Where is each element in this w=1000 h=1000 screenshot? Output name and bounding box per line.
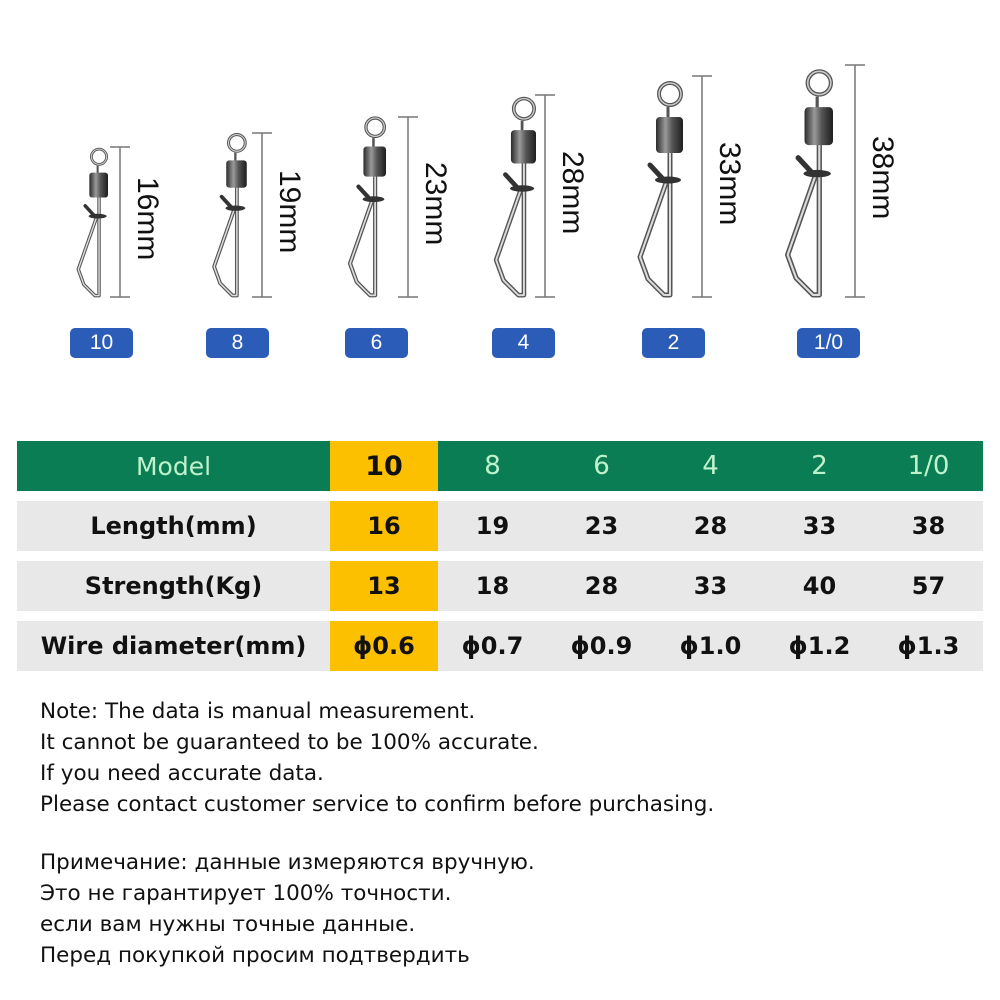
swivel-snap-image [637, 81, 683, 298]
dimension-line [535, 94, 555, 298]
table-cell: ϕ0.6 [330, 621, 438, 671]
table-cell: 33 [765, 501, 874, 551]
note-line: Это не гарантирует 100% точности. [40, 881, 452, 906]
size-badge: 1/0 [797, 328, 860, 358]
header-cell: Model [17, 441, 330, 491]
row-label: Wire diameter(mm) [17, 621, 330, 671]
size-badge: 10 [70, 328, 133, 358]
table-cell: ϕ1.2 [765, 621, 874, 671]
swivel-snap-image [493, 96, 537, 298]
table-cell: ϕ1.3 [874, 621, 983, 671]
note-line: Примечание: данные измеряются вручную. [40, 850, 535, 875]
header-cell: 2 [765, 441, 874, 491]
length-dimension-label: 19mm [273, 170, 306, 254]
dimension-line [252, 132, 272, 298]
swivel-snap-image [76, 147, 109, 298]
table-cell: ϕ0.9 [547, 621, 656, 671]
size-badge: 6 [345, 328, 408, 358]
notes-english: Note: The data is manual measurement. It… [40, 696, 714, 820]
table-cell: 19 [438, 501, 547, 551]
note-line: Please contact customer service to confi… [40, 792, 715, 817]
table-cell: 16 [330, 501, 438, 551]
note-line: Note: The data is manual measurement. [40, 699, 476, 724]
note-line: It cannot be guaranteed to be 100% accur… [40, 730, 539, 755]
product-illustration [76, 64, 865, 298]
swivel-snap-image [212, 133, 247, 298]
length-dimension-label: 38mm [866, 136, 899, 220]
header-cell: 4 [656, 441, 765, 491]
note-line: If you need accurate data. [40, 761, 324, 786]
notes-russian: Примечание: данные измеряются вручную. Э… [40, 847, 535, 971]
table-cell: ϕ1.0 [656, 621, 765, 671]
table-cell: 40 [765, 561, 874, 611]
table-cell: 33 [656, 561, 765, 611]
dimension-line [692, 75, 712, 298]
table-cell: ϕ0.7 [438, 621, 547, 671]
length-dimension-label: 28mm [556, 151, 589, 235]
row-label: Length(mm) [17, 501, 330, 551]
table-cell: 18 [438, 561, 547, 611]
swivel-snap-image [785, 69, 833, 298]
size-badge: 4 [492, 328, 555, 358]
dimension-line [110, 146, 130, 298]
length-dimension-label: 16mm [131, 177, 164, 261]
table-cell: 28 [656, 501, 765, 551]
header-cell: 10 [330, 441, 438, 491]
dimension-line [398, 116, 418, 298]
header-cell: 8 [438, 441, 547, 491]
table-cell: 38 [874, 501, 983, 551]
note-line: если вам нужны точные данные. [40, 912, 416, 937]
table-cell: 13 [330, 561, 438, 611]
table-row: Strength(Kg) 13 18 28 33 40 57 [17, 561, 983, 611]
size-badge: 2 [642, 328, 705, 358]
spec-table: Model 10 8 6 4 2 1/0 Length(mm) 16 19 23… [17, 431, 983, 681]
table-cell: 23 [547, 501, 656, 551]
size-badge: 8 [206, 328, 269, 358]
swivel-snap-image [347, 116, 387, 298]
header-cell: 6 [547, 441, 656, 491]
table-row: Wire diameter(mm) ϕ0.6 ϕ0.7 ϕ0.9 ϕ1.0 ϕ1… [17, 621, 983, 671]
note-line: Перед покупкой просим подтвердить [40, 943, 470, 968]
table-cell: 57 [874, 561, 983, 611]
table-row: Length(mm) 16 19 23 28 33 38 [17, 501, 983, 551]
length-dimension-label: 23mm [419, 162, 452, 246]
table-header-row: Model 10 8 6 4 2 1/0 [17, 441, 983, 491]
table-cell: 28 [547, 561, 656, 611]
dimension-line [845, 64, 865, 298]
length-dimension-label: 33mm [713, 141, 746, 225]
row-label: Strength(Kg) [17, 561, 330, 611]
header-cell: 1/0 [874, 441, 983, 491]
